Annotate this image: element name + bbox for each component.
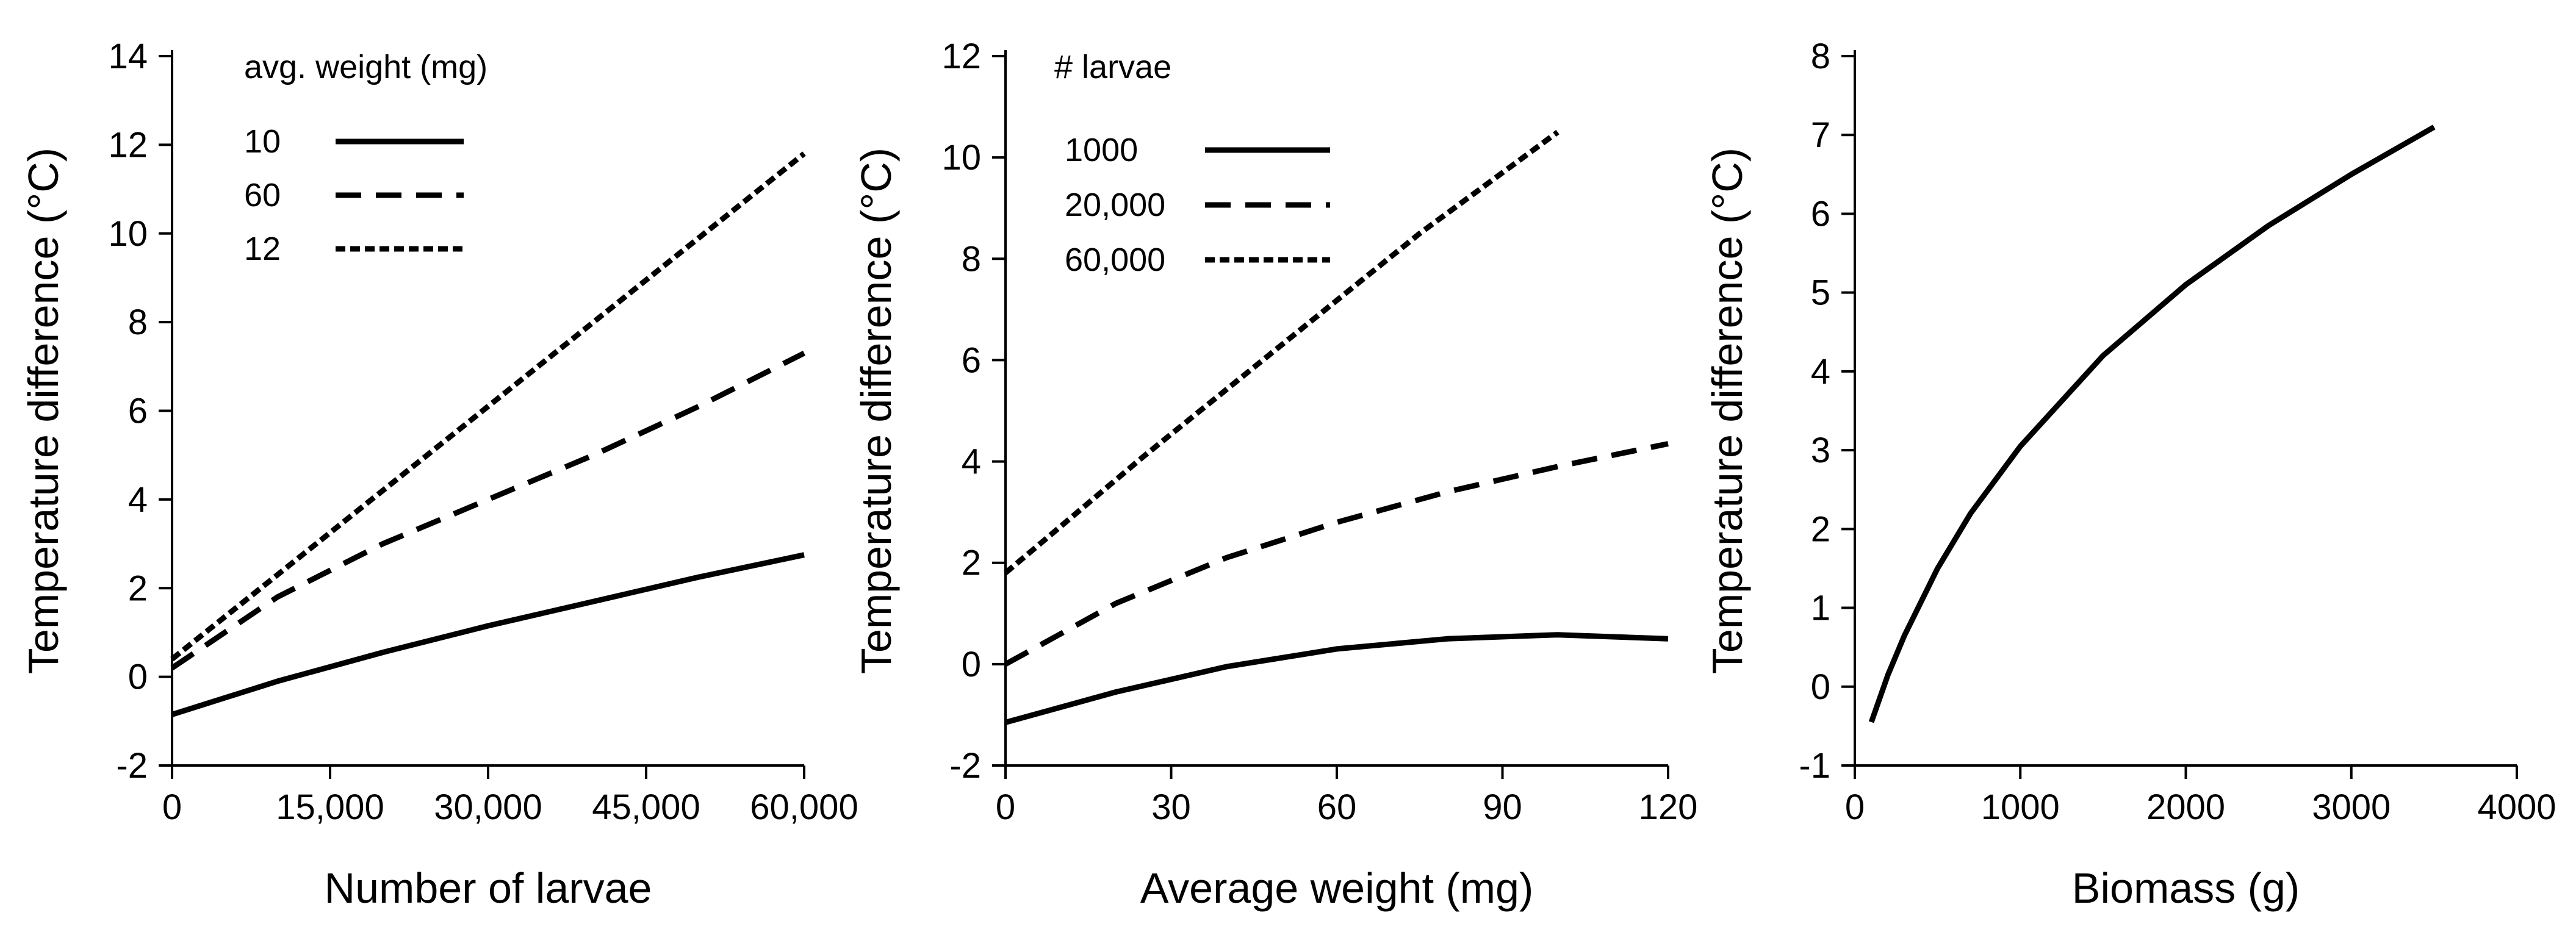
y-tick-label: 0 xyxy=(1811,667,1830,707)
series-line-solid xyxy=(171,552,805,717)
x-tick-label: 0 xyxy=(1845,787,1865,827)
x-tick-label: 30 xyxy=(1151,787,1191,827)
x-axis-title: Number of larvae xyxy=(325,864,652,912)
series-line-dashed xyxy=(1004,441,1669,667)
y-tick-label: 6 xyxy=(1811,194,1830,234)
y-tick-label: 12 xyxy=(941,37,981,76)
y-axis-title: Temperature difference (°C) xyxy=(852,148,900,674)
legend-entry-label: 20,000 xyxy=(1065,187,1165,223)
x-tick-label: 0 xyxy=(162,787,182,827)
legend-entry-label: 10 xyxy=(244,123,281,160)
x-tick-label: 0 xyxy=(996,787,1015,827)
y-tick-label: 6 xyxy=(128,392,148,431)
y-tick-label: 6 xyxy=(962,340,981,380)
x-axis-title: Biomass (g) xyxy=(2072,864,2300,912)
y-tick-label: 0 xyxy=(128,658,148,697)
legend-entry-label: 1000 xyxy=(1065,132,1138,168)
series-line-solid xyxy=(1004,632,1669,725)
legend-entry-label: 12 xyxy=(244,231,281,267)
y-tick-label: 10 xyxy=(108,214,148,254)
y-tick-label: -1 xyxy=(1799,746,1830,786)
y-tick-label: 5 xyxy=(1811,273,1830,313)
y-tick-label: 7 xyxy=(1811,115,1830,155)
y-tick-label: 8 xyxy=(1811,37,1830,76)
y-axis-title: Temperature difference (°C) xyxy=(20,148,67,674)
y-tick-label: 2 xyxy=(962,543,981,583)
series-line-solid xyxy=(1868,124,2436,723)
y-tick-label: 2 xyxy=(1811,509,1830,549)
x-tick-label: 30,000 xyxy=(434,787,542,827)
legend-entry-label: 60,000 xyxy=(1065,242,1165,278)
y-tick-label: -2 xyxy=(949,746,981,786)
x-tick-label: 45,000 xyxy=(592,787,700,827)
y-tick-label: 14 xyxy=(108,37,148,76)
panel-3: -1 0 1 2 3 4 5 6 7 8 0 1000 2000 3000 4000 Biomass (g) T… xyxy=(1704,37,2556,912)
y-axis-title: Temperature difference (°C) xyxy=(1704,148,1751,674)
y-tick-label: 1 xyxy=(1811,589,1830,628)
x-tick-label: 90 xyxy=(1483,787,1522,827)
y-tick-label: 10 xyxy=(941,138,981,177)
x-tick-label: 60 xyxy=(1317,787,1357,827)
legend-title: # larvae xyxy=(1054,49,1171,85)
y-tick-label: 3 xyxy=(1811,431,1830,470)
y-tick-label: 4 xyxy=(128,480,148,520)
x-tick-label: 120 xyxy=(1639,787,1698,827)
legend-title: avg. weight (mg) xyxy=(244,49,487,85)
y-tick-label: 8 xyxy=(128,303,148,342)
y-tick-label: 4 xyxy=(962,442,981,482)
x-tick-label: 2000 xyxy=(2146,787,2225,827)
series-line-dotted xyxy=(1004,129,1560,575)
panel-1: -2 0 2 4 6 8 10 12 14 0 15,000 30,000 45,000 60,000 Nu… xyxy=(20,37,858,912)
x-tick-label: 60,000 xyxy=(750,787,858,827)
series-line-dashed xyxy=(170,350,806,670)
legend-entry-label: 60 xyxy=(244,177,281,213)
y-tick-label: 2 xyxy=(128,568,148,608)
y-tick-label: 4 xyxy=(1811,352,1830,392)
x-tick-label: 15,000 xyxy=(276,787,384,827)
x-tick-label: 4000 xyxy=(2477,787,2556,827)
series-line-dotted xyxy=(170,151,806,662)
y-tick-label: -2 xyxy=(116,746,148,786)
x-tick-label: 3000 xyxy=(2312,787,2391,827)
y-tick-label: 8 xyxy=(962,239,981,279)
x-tick-label: 1000 xyxy=(1981,787,2060,827)
x-axis-title: Average weight (mg) xyxy=(1140,864,1534,912)
y-tick-label: 12 xyxy=(108,125,148,165)
y-tick-label: 0 xyxy=(962,645,981,684)
